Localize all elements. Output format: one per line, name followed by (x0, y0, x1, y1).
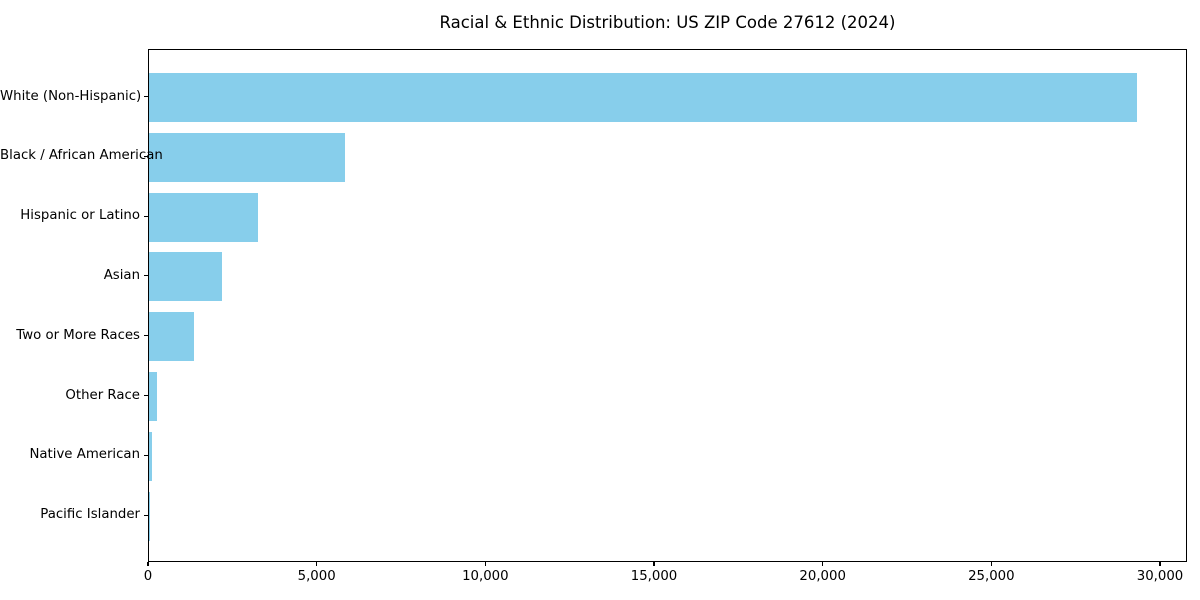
y-tick-label-other-race: Other Race (65, 387, 140, 403)
y-tick-mark (144, 215, 148, 217)
bar-pacific-islander (149, 491, 150, 541)
x-tick-label-5000: 5,000 (297, 569, 336, 584)
x-tick-label-0: 0 (143, 569, 153, 584)
x-tick-mark (484, 562, 486, 566)
y-tick-mark (144, 514, 148, 516)
y-tick-label-pacific-islander: Pacific Islander (40, 507, 140, 523)
x-tick-label-25000: 25,000 (968, 569, 1015, 584)
y-tick-mark (144, 335, 148, 337)
y-tick-mark (144, 95, 148, 98)
bar-other-race (149, 372, 158, 421)
x-tick-mark (147, 562, 149, 566)
y-tick-label-native-american: Native American (29, 447, 140, 463)
y-tick-label-asian: Asian (103, 267, 140, 283)
x-tick-label-10000: 10,000 (462, 569, 509, 584)
x-tick-mark (316, 562, 318, 566)
x-tick-mark (653, 562, 655, 566)
x-tick-label-15000: 15,000 (630, 569, 678, 584)
y-tick-mark (144, 454, 148, 456)
chart-title: Racial & Ethnic Distribution: US ZIP Cod… (439, 13, 896, 32)
bar-two-or-more-races (149, 312, 195, 362)
x-tick-label-20000: 20,000 (799, 569, 846, 584)
bar-asian (149, 252, 222, 302)
x-tick-mark (1159, 562, 1161, 566)
x-tick-label-30000: 30,000 (1136, 569, 1184, 584)
y-tick-label-hispanic-or-latino: Hispanic or Latino (20, 208, 140, 224)
y-tick-label-white-non-hispanic: White (Non-Hispanic) (0, 88, 142, 104)
x-tick-mark (990, 562, 992, 566)
y-tick-label-black-african-american: Black / African American (0, 148, 163, 164)
y-tick-mark (144, 394, 148, 397)
plot-area (148, 49, 1187, 562)
bar-white-non-hispanic (149, 73, 1138, 122)
y-tick-mark (144, 155, 148, 157)
y-tick-label-two-or-more-races: Two or More Races (16, 327, 140, 343)
bar-native-american (149, 431, 152, 481)
y-tick-mark (144, 275, 148, 277)
bar-black-african-american (149, 132, 345, 182)
x-tick-mark (822, 562, 824, 566)
bar-hispanic-or-latino (149, 192, 258, 242)
